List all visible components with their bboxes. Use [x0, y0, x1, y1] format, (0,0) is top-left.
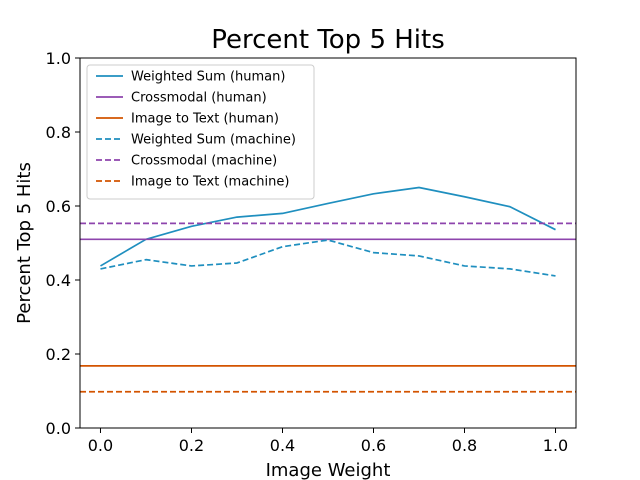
legend-label: Image to Text (human) — [131, 112, 279, 127]
axes-frame — [79, 57, 577, 429]
legend-label: Weighted Sum (human) — [131, 70, 285, 85]
x-tick-label: 1.0 — [543, 436, 568, 455]
y-tick-label: 0.0 — [46, 419, 71, 438]
legend-box — [86, 64, 315, 200]
legend-label: Image to Text (machine) — [131, 175, 289, 190]
series-weighted-sum-machine — [100, 239, 556, 277]
axis-ticks: 0.0 0.2 0.4 0.6 0.8 1.0 0.0 0.2 0.4 0.6 0.8 1.0 — [46, 49, 569, 455]
legend-label: Weighted Sum (machine) — [131, 133, 296, 148]
x-tick-label: 0.6 — [361, 436, 386, 455]
x-tick-label: 0.2 — [179, 436, 204, 455]
x-tick-label: 0.0 — [88, 436, 113, 455]
y-tick-label: 0.8 — [46, 123, 71, 142]
series-weighted-sum-human — [100, 186, 556, 267]
x-tick-label: 0.8 — [452, 436, 477, 455]
legend-label: Crossmodal (human) — [131, 91, 267, 106]
plot-area — [80, 186, 576, 393]
y-axis-title: Percent Top 5 Hits — [14, 162, 35, 324]
chart-title: Percent Top 5 Hits — [211, 25, 445, 55]
y-tick-label: 0.6 — [46, 197, 71, 216]
y-tick-label: 0.4 — [46, 271, 71, 290]
y-tick-label: 0.2 — [46, 345, 71, 364]
x-tick-label: 0.4 — [270, 436, 295, 455]
legend: Weighted Sum (human) Crossmodal (human) Im… — [86, 64, 315, 200]
y-tick-label: 1.0 — [46, 49, 71, 68]
x-axis-title: Image Weight — [266, 460, 391, 480]
legend-label: Crossmodal (machine) — [131, 154, 277, 169]
